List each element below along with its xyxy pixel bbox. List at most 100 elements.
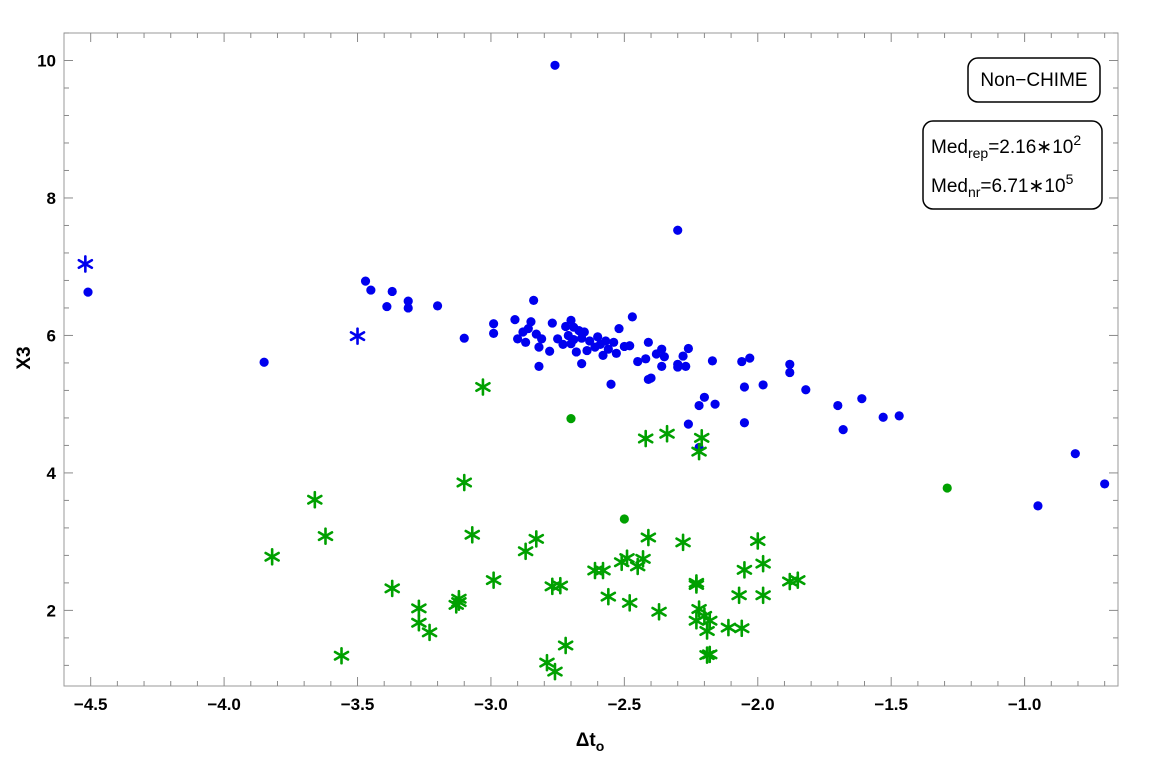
green-star-point	[307, 490, 323, 509]
blue-dot-point	[739, 382, 750, 392]
green-star-point	[701, 611, 718, 630]
green-star-point	[699, 622, 715, 640]
green-star-point	[731, 586, 747, 605]
blue-dot-point	[657, 361, 667, 371]
blue-dot-point	[550, 60, 560, 70]
median-nr-body: =6.71∗10	[980, 176, 1065, 197]
median-nr-text: Mednr=6.71∗105	[931, 171, 1074, 200]
y-tick-label: 4	[47, 464, 57, 483]
green-star-point	[701, 645, 718, 664]
blue-dot-point	[360, 276, 371, 286]
blue-dot-point	[1033, 501, 1043, 511]
blue-dot-point	[382, 301, 392, 312]
green-star-point	[621, 594, 638, 612]
green-star-point	[485, 571, 502, 589]
x-tick-label: −2.5	[608, 695, 642, 714]
green-star-point	[755, 586, 771, 605]
green-star-point	[675, 533, 691, 552]
blue-dot-point	[489, 328, 499, 338]
axis-ticks	[64, 32, 1118, 686]
green-star-point	[600, 587, 617, 606]
blue-dot-point	[529, 295, 539, 305]
blue-dot-point	[694, 400, 704, 411]
median-nr-sub: nr	[968, 184, 981, 200]
median-rep-sub: rep	[968, 145, 988, 161]
green-star-point	[640, 528, 657, 547]
blue-dot-point	[643, 337, 653, 347]
x-tick-label: −4.5	[74, 695, 108, 714]
blue-dot-point	[785, 367, 795, 378]
blue-dot-point	[758, 380, 768, 390]
green-dot-point	[619, 514, 629, 524]
blue-dot-point	[1100, 479, 1110, 489]
blue-dot-point	[633, 356, 643, 367]
blue-dot-point	[571, 347, 581, 357]
green-star-point	[528, 530, 545, 548]
blue-dot-point	[609, 337, 619, 347]
y-tick-label: 2	[47, 601, 56, 620]
blue-dot-point	[657, 344, 667, 354]
median-nr-sup: 5	[1066, 171, 1074, 187]
green-star-point	[264, 547, 280, 566]
blue-dot-point	[785, 359, 795, 369]
blue-dot-point	[593, 332, 603, 342]
x-tick-label: −1.0	[1008, 695, 1042, 714]
blue-dot-point	[603, 344, 613, 354]
blue-dot-point	[745, 353, 755, 363]
blue-dot-point	[545, 346, 555, 356]
annotation-non-chime: Non−CHIME	[967, 57, 1101, 103]
blue-dot-point	[459, 333, 469, 343]
green-star-point	[749, 532, 766, 550]
green-star-point	[693, 429, 710, 447]
blue-dot-point	[579, 327, 589, 337]
annotation-non-chime-text: Non−CHIME	[980, 70, 1087, 91]
green-star-point	[688, 611, 705, 630]
green-star-point	[456, 473, 473, 492]
x-tick-label: −3.5	[341, 695, 375, 714]
green-star-point	[421, 623, 438, 642]
plot-border	[63, 32, 1119, 687]
blue-dot-point	[432, 301, 443, 311]
green-star-point	[587, 561, 603, 580]
blue-dot-point	[833, 400, 843, 411]
annotation-medians: Medrep=2.16∗102 Mednr=6.71∗105	[922, 120, 1103, 210]
blue-dot-point	[641, 354, 651, 364]
blue-dot-point	[513, 334, 523, 344]
blue-dot-point	[83, 287, 93, 297]
axis-tick-labels: −4.5 −4.0 −3.5 −3.0 −2.5 −2.0 −1.5 −1.0 2 4 6 8 10	[37, 51, 1041, 714]
blue-dot-point	[521, 337, 531, 347]
green-star-point	[384, 579, 401, 598]
green-star-point	[464, 525, 481, 544]
x-tick-label: −4.0	[207, 695, 241, 714]
x-axis-label-main: Δt	[576, 730, 597, 751]
blue-dot-point	[678, 351, 688, 361]
annotation-box-1	[967, 57, 1101, 103]
blue-dot-point	[683, 343, 693, 354]
blue-dot-point	[534, 342, 544, 352]
blue-dot-point	[569, 334, 579, 345]
green-star-point	[733, 619, 750, 638]
blue-dot-point	[673, 362, 683, 372]
blue-dot-point	[577, 359, 587, 369]
green-star-point	[595, 561, 611, 580]
blue-dot-point	[673, 225, 683, 235]
green-star-point	[552, 576, 569, 595]
blue-dot-point	[739, 418, 750, 428]
median-rep-prefix: Med	[931, 137, 968, 158]
median-rep-text: Medrep=2.16∗102	[931, 132, 1081, 161]
blue-dot-point	[625, 341, 635, 351]
blue-star-point	[77, 255, 94, 273]
blue-dot-point	[611, 348, 621, 358]
blue-dot-point	[1070, 449, 1080, 459]
plot-frame	[63, 32, 1119, 687]
green-dot-point	[942, 483, 952, 493]
annotation-box-2	[922, 120, 1103, 210]
green-star-point	[637, 429, 654, 448]
blue-dot-point	[526, 317, 536, 327]
green-star-point	[333, 646, 350, 665]
green-star-point	[659, 424, 675, 443]
blue-dot-point	[614, 323, 624, 334]
green-star-point	[539, 653, 555, 672]
green-star-point	[451, 593, 467, 611]
blue-dot-point	[838, 425, 848, 435]
